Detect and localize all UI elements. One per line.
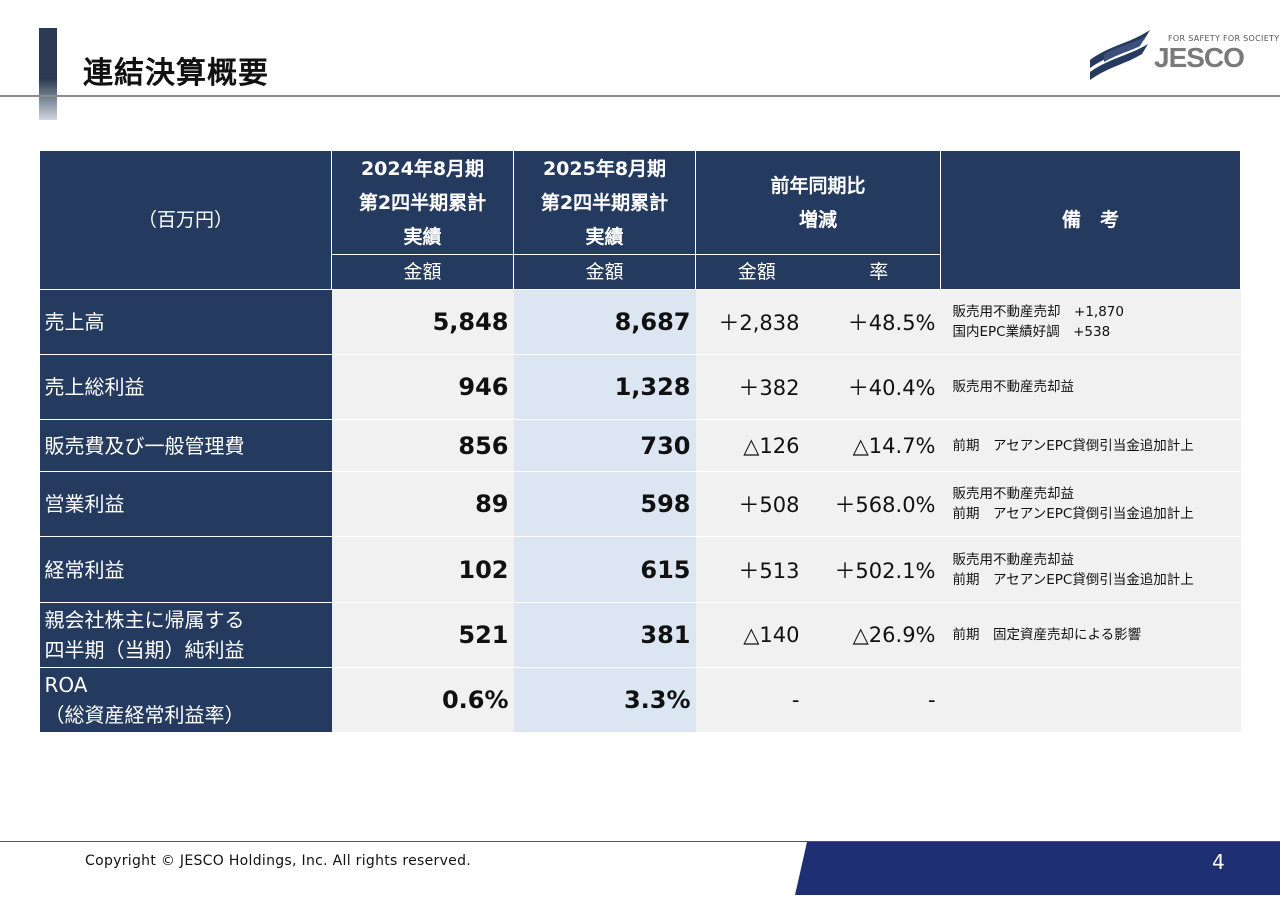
row-label: 売上高 [39,289,332,355]
page-title: 連結決算概要 [83,56,269,91]
subheader-amount-2024: 金額 [331,254,514,290]
change-amount: - [695,667,818,733]
value-2024: 0.6% [331,667,514,733]
value-2024: 946 [331,354,514,420]
row-label: 売上総利益 [39,354,332,420]
row-label: 親会社株主に帰属する 四半期（当期）純利益 [39,602,332,668]
change-amount: ＋382 [695,354,818,420]
change-rate: ＋40.4% [817,354,941,420]
row-label: 経常利益 [39,536,332,603]
change-amount: △140 [695,602,818,668]
value-2025: 381 [513,602,696,668]
table-row: 親会社株主に帰属する 四半期（当期）純利益 521 381 △140 △26.9%… [39,602,1241,668]
table-row: 売上総利益 946 1,328 ＋382 ＋40.4% 販売用不動産売却益 [39,354,1241,420]
change-rate: ＋502.1% [817,536,941,603]
table-row: 営業利益 89 598 ＋508 ＋568.0% 販売用不動産売却益 前期 アセア… [39,471,1241,537]
jesco-logo-icon [1090,30,1150,80]
change-rate: △26.9% [817,602,941,668]
change-amount: ＋2,838 [695,289,818,355]
change-amount: ＋513 [695,536,818,603]
header-yoy-change: 前年同期比 増減 [694,150,942,255]
logo-wordmark: JESCO [1154,42,1245,73]
header-notes: 備 考 [940,150,1242,290]
logo-tagline: FOR SAFETY FOR SOCIETY [1168,34,1280,43]
row-label: 販売費及び一般管理費 [39,419,332,472]
footer-band [795,842,1280,895]
row-notes: 販売用不動産売却益 前期 アセアンEPC貸倒引当金追加計上 [940,471,1241,537]
page-number: 4 [1212,850,1225,874]
value-2025: 1,328 [513,354,696,420]
unit-label: （百万円） [39,150,332,290]
row-label: ROA （総資産経常利益率） [39,667,332,733]
change-rate: ＋568.0% [817,471,941,537]
row-notes: 販売用不動産売却益 [940,354,1241,420]
change-rate: △14.7% [817,419,941,472]
consolidated-results-table: （百万円） 2024年8月期 第2四半期累計 実績 2025年8月期 第2四半期累計実… [39,150,1242,733]
value-2025: 730 [513,419,696,472]
title-accent-bar [39,28,57,120]
change-rate: - [817,667,941,733]
footer-divider [0,841,1280,842]
value-2024: 856 [331,419,514,472]
row-notes: 前期 アセアンEPC貸倒引当金追加計上 [940,419,1241,472]
subheader-change-amount: 金額 [695,254,818,290]
row-notes: 販売用不動産売却益 前期 アセアンEPC貸倒引当金追加計上 [940,536,1241,603]
table-row: ROA （総資産経常利益率） 0.6% 3.3% - - [39,667,1241,733]
row-notes: 販売用不動産売却 +1,870 国内EPC業績好調 +538 [940,289,1241,355]
value-2025: 615 [513,536,696,603]
table-row: 売上高 5,848 8,687 ＋2,838 ＋48.5% 販売用不動産売却 +… [39,289,1241,355]
change-rate: ＋48.5% [817,289,941,355]
change-amount: △126 [695,419,818,472]
table-row: 販売費及び一般管理費 856 730 △126 △14.7% 前期 アセアンEP… [39,419,1241,472]
table-row: 経常利益 102 615 ＋513 ＋502.1% 販売用不動産売却益 前期 アセ… [39,536,1241,603]
subheader-change-rate: 率 [817,254,942,290]
value-2024: 102 [331,536,514,603]
value-2024: 89 [331,471,514,537]
row-notes [940,667,1241,733]
change-amount: ＋508 [695,471,818,537]
value-2025: 3.3% [513,667,696,733]
header-2024: 2024年8月期 第2四半期累計 実績 [331,150,514,255]
subheader-amount-2025: 金額 [513,254,696,290]
row-notes: 前期 固定資産売却による影響 [940,602,1241,668]
row-label: 営業利益 [39,471,332,537]
value-2025: 8,687 [513,289,696,355]
value-2024: 521 [331,602,514,668]
value-2024: 5,848 [331,289,514,355]
value-2025: 598 [513,471,696,537]
copyright-text: Copyright © JESCO Holdings, Inc. All rig… [85,853,472,869]
header-2025: 2025年8月期 第2四半期累計 実績 [513,150,696,255]
title-divider [0,95,1280,97]
